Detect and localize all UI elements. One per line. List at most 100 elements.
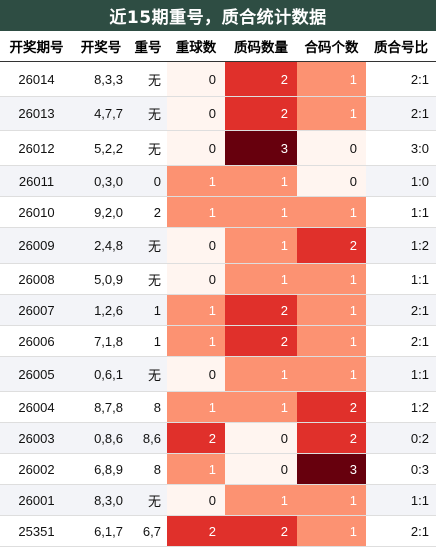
stats-table: 开奖期号 开奖号 重号 重球数 质码数量 合码个数 质合号比 26014 8,3,… [0, 31, 436, 547]
cell-repeat-count: 2 [167, 422, 225, 454]
cell-numbers: 5,0,9 [73, 263, 129, 295]
cell-ratio: 2:1 [366, 96, 436, 131]
cell-prime-count: 3 [225, 130, 297, 166]
page-title: 近15期重号，质合统计数据 [0, 0, 436, 31]
cell-numbers: 5,2,2 [73, 130, 129, 166]
cell-period: 26008 [0, 263, 73, 295]
cell-composite-count: 1 [297, 294, 366, 326]
cell-numbers: 1,2,6 [73, 294, 129, 326]
table-row: 26007 1,2,6 1 1 2 1 2:1 [0, 294, 436, 326]
cell-numbers: 0,8,6 [73, 422, 129, 454]
header-numbers: 开奖号 [73, 31, 129, 62]
table-row: 26001 8,3,0 无 0 1 1 1:1 [0, 484, 436, 516]
cell-ratio: 1:2 [366, 227, 436, 264]
cell-repeat: 1 [129, 294, 167, 326]
cell-period: 26013 [0, 96, 73, 131]
cell-composite-count: 1 [297, 196, 366, 228]
cell-period: 26006 [0, 325, 73, 357]
cell-composite-count: 1 [297, 96, 366, 131]
header-ratio: 质合号比 [366, 31, 436, 62]
cell-prime-count: 1 [225, 227, 297, 264]
cell-repeat: 8 [129, 453, 167, 485]
cell-ratio: 2:1 [366, 294, 436, 326]
cell-numbers: 6,8,9 [73, 453, 129, 485]
cell-ratio: 1:1 [366, 196, 436, 228]
cell-repeat-count: 0 [167, 61, 225, 97]
cell-prime-count: 2 [225, 325, 297, 357]
cell-repeat: 无 [129, 227, 167, 264]
cell-prime-count: 1 [225, 356, 297, 392]
cell-repeat: 1 [129, 325, 167, 357]
cell-ratio: 1:1 [366, 263, 436, 295]
cell-composite-count: 2 [297, 422, 366, 454]
cell-prime-count: 1 [225, 165, 297, 197]
cell-ratio: 0:2 [366, 422, 436, 454]
cell-period: 26014 [0, 61, 73, 97]
header-composite-count: 合码个数 [297, 31, 366, 62]
cell-period: 26002 [0, 453, 73, 485]
cell-ratio: 2:1 [366, 515, 436, 547]
cell-prime-count: 2 [225, 61, 297, 97]
cell-composite-count: 0 [297, 130, 366, 166]
cell-ratio: 1:1 [366, 356, 436, 392]
cell-repeat-count: 0 [167, 96, 225, 131]
cell-prime-count: 1 [225, 391, 297, 423]
cell-repeat-count: 1 [167, 453, 225, 485]
header-prime-count: 质码数量 [225, 31, 297, 62]
cell-prime-count: 2 [225, 294, 297, 326]
table-body: 26014 8,3,3 无 0 2 1 2:1 26013 4,7,7 无 0 2 1 2:1 26012 5… [0, 61, 436, 547]
header-repeat: 重号 [129, 31, 167, 62]
cell-ratio: 0:3 [366, 453, 436, 485]
cell-composite-count: 1 [297, 263, 366, 295]
table-row: 26005 0,6,1 无 0 1 1 1:1 [0, 356, 436, 392]
cell-repeat: 0 [129, 165, 167, 197]
cell-repeat: 无 [129, 356, 167, 392]
cell-repeat: 2 [129, 196, 167, 228]
cell-ratio: 1:0 [366, 165, 436, 197]
cell-period: 26001 [0, 484, 73, 516]
cell-composite-count: 2 [297, 391, 366, 423]
cell-repeat: 无 [129, 484, 167, 516]
cell-period: 26009 [0, 227, 73, 264]
cell-composite-count: 1 [297, 61, 366, 97]
cell-period: 26004 [0, 391, 73, 423]
cell-repeat-count: 1 [167, 391, 225, 423]
cell-period: 26003 [0, 422, 73, 454]
cell-repeat: 无 [129, 61, 167, 97]
cell-prime-count: 1 [225, 484, 297, 516]
cell-composite-count: 1 [297, 515, 366, 547]
cell-repeat-count: 0 [167, 130, 225, 166]
cell-period: 26011 [0, 165, 73, 197]
cell-numbers: 2,4,8 [73, 227, 129, 264]
cell-prime-count: 2 [225, 96, 297, 131]
cell-repeat-count: 1 [167, 294, 225, 326]
cell-ratio: 1:2 [366, 391, 436, 423]
cell-repeat-count: 0 [167, 484, 225, 516]
cell-period: 26010 [0, 196, 73, 228]
cell-repeat-count: 0 [167, 356, 225, 392]
cell-numbers: 9,2,0 [73, 196, 129, 228]
cell-prime-count: 0 [225, 422, 297, 454]
cell-composite-count: 0 [297, 165, 366, 197]
cell-numbers: 8,7,8 [73, 391, 129, 423]
cell-composite-count: 2 [297, 227, 366, 264]
cell-repeat-count: 1 [167, 165, 225, 197]
cell-repeat: 无 [129, 96, 167, 131]
cell-repeat-count: 1 [167, 325, 225, 357]
table-row: 26006 7,1,8 1 1 2 1 2:1 [0, 325, 436, 357]
table-row: 26013 4,7,7 无 0 2 1 2:1 [0, 96, 436, 131]
cell-composite-count: 1 [297, 356, 366, 392]
cell-ratio: 1:1 [366, 484, 436, 516]
cell-numbers: 0,6,1 [73, 356, 129, 392]
table-row: 26014 8,3,3 无 0 2 1 2:1 [0, 61, 436, 97]
cell-prime-count: 0 [225, 453, 297, 485]
cell-repeat-count: 0 [167, 263, 225, 295]
cell-composite-count: 1 [297, 484, 366, 516]
cell-repeat: 8,6 [129, 422, 167, 454]
cell-period: 26012 [0, 130, 73, 166]
cell-composite-count: 1 [297, 325, 366, 357]
cell-repeat: 8 [129, 391, 167, 423]
cell-prime-count: 1 [225, 196, 297, 228]
table-row: 26011 0,3,0 0 1 1 0 1:0 [0, 165, 436, 197]
